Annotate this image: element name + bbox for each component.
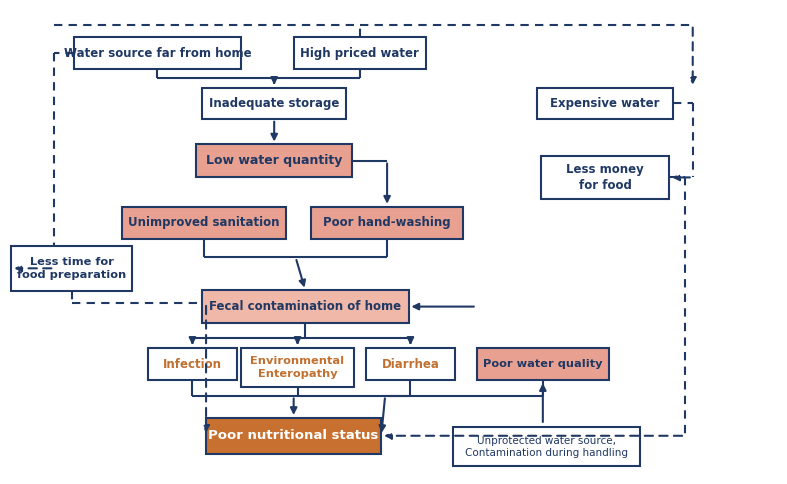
Text: Expensive water: Expensive water: [550, 97, 660, 110]
FancyBboxPatch shape: [196, 144, 352, 177]
FancyBboxPatch shape: [294, 37, 426, 69]
Text: Inadequate storage: Inadequate storage: [209, 97, 339, 110]
FancyBboxPatch shape: [241, 348, 354, 387]
Text: Less time for
food preparation: Less time for food preparation: [17, 257, 127, 280]
FancyBboxPatch shape: [11, 245, 132, 291]
FancyBboxPatch shape: [122, 207, 286, 239]
FancyBboxPatch shape: [148, 348, 237, 380]
Text: Unprotected water source,
Contamination during handling: Unprotected water source, Contamination …: [465, 436, 628, 458]
Text: High priced water: High priced water: [301, 46, 419, 60]
FancyBboxPatch shape: [202, 88, 346, 119]
FancyBboxPatch shape: [537, 88, 673, 119]
Text: Water source far from home: Water source far from home: [64, 46, 251, 60]
Text: Low water quantity: Low water quantity: [206, 154, 342, 167]
FancyBboxPatch shape: [202, 290, 408, 323]
FancyBboxPatch shape: [477, 348, 609, 380]
Text: Diarrhea: Diarrhea: [382, 358, 439, 371]
FancyBboxPatch shape: [541, 156, 670, 199]
FancyBboxPatch shape: [311, 207, 463, 239]
Text: Poor nutritional status: Poor nutritional status: [209, 429, 379, 442]
Text: Infection: Infection: [163, 358, 222, 371]
FancyBboxPatch shape: [453, 427, 640, 467]
FancyBboxPatch shape: [366, 348, 455, 380]
Text: Environmental
Enteropathy: Environmental Enteropathy: [250, 356, 345, 378]
Text: Less money
for food: Less money for food: [567, 163, 644, 192]
FancyBboxPatch shape: [74, 37, 241, 69]
Text: Poor water quality: Poor water quality: [483, 359, 603, 369]
FancyBboxPatch shape: [206, 418, 381, 454]
Text: Fecal contamination of home: Fecal contamination of home: [209, 300, 401, 313]
Text: Poor hand-washing: Poor hand-washing: [323, 216, 451, 229]
Text: Unimproved sanitation: Unimproved sanitation: [128, 216, 280, 229]
